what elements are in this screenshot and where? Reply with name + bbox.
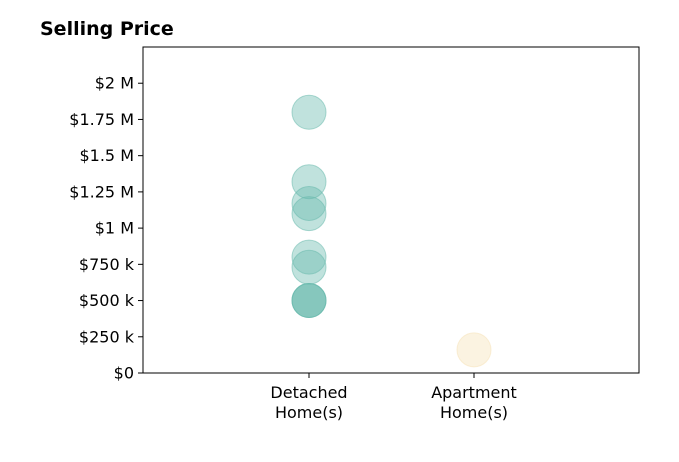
- data-point: [291, 283, 327, 319]
- y-tick-label: $1.75 M: [69, 110, 134, 129]
- data-point: [291, 196, 327, 232]
- data-point: [291, 164, 327, 200]
- y-tick-label: $1 M: [95, 219, 134, 238]
- y-tick-label: $750 k: [79, 255, 135, 274]
- y-tick-label: $1.25 M: [69, 182, 134, 201]
- data-point: [291, 239, 327, 275]
- chart-title: Selling Price: [40, 18, 174, 40]
- y-tick-label: $500 k: [79, 291, 135, 310]
- plot-frame: [142, 46, 640, 374]
- x-tick-label: Detached Home(s): [270, 383, 347, 422]
- x-tick-label: Apartment Home(s): [431, 383, 517, 422]
- points-layer: [291, 94, 492, 368]
- data-point: [456, 332, 492, 368]
- y-tick-label: $1.5 M: [79, 146, 134, 165]
- data-point: [291, 185, 327, 221]
- y-tick-label: $0: [114, 364, 134, 383]
- y-axis: $0 $250 k $500 k $750 k $1 M $1.25 M $1.5 M $1.…: [69, 74, 143, 383]
- data-point: [291, 249, 327, 285]
- y-tick-label: $250 k: [79, 327, 135, 346]
- y-tick-label: $2 M: [95, 74, 134, 93]
- data-point: [291, 94, 327, 130]
- x-axis: Detached Home(s) Apartment Home(s): [270, 373, 517, 422]
